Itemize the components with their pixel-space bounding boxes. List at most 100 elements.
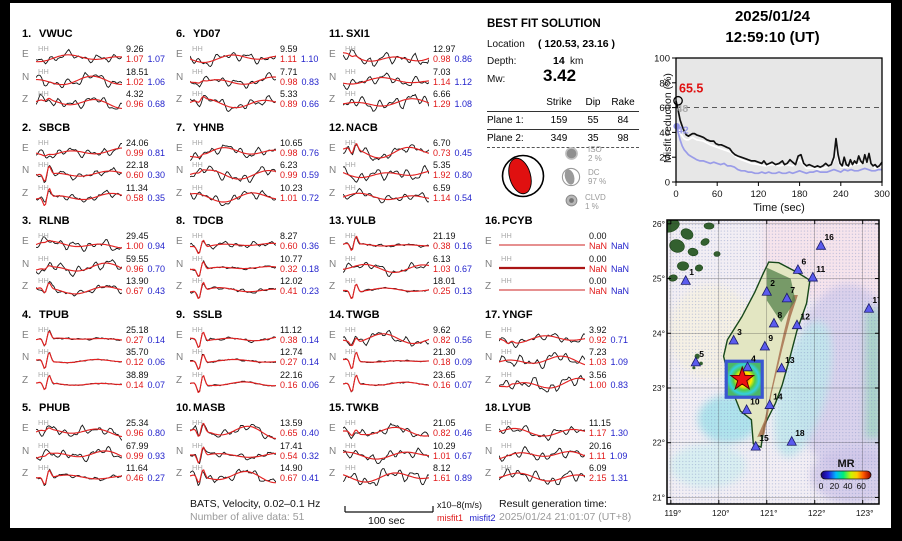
mw-label: Mw: — [487, 74, 506, 85]
svg-text:15: 15 — [759, 433, 769, 443]
amplitude-value: 0.00 — [589, 231, 607, 241]
y-tick-label: 100 — [654, 54, 670, 65]
channel-label: HH — [345, 160, 356, 169]
svg-text:16: 16 — [824, 232, 834, 242]
waveform-trace-plot: HH — [342, 254, 430, 277]
waveform-trace-plot: HH — [35, 67, 123, 90]
station-header: 8. TDCB — [176, 215, 224, 227]
component-label: N — [485, 352, 493, 363]
trace-row-e: E HH 21.05 0.82 0.46 — [327, 418, 479, 441]
waveform-trace-plot: HH — [342, 463, 430, 487]
waveform-trace-plot: HH — [342, 67, 430, 90]
trace-row-e: E HH 3.92 0.92 0.71 — [483, 324, 635, 348]
misfit-legend: misfit1 misfit2 — [437, 513, 496, 523]
channel-label: HH — [38, 89, 49, 98]
misfit2-value: 0.14 — [301, 334, 320, 345]
map-lon-label: 120° — [712, 508, 730, 518]
amplitude-value: 0.00 — [589, 276, 607, 286]
amplitude-value: 6.70 — [433, 137, 451, 148]
misfit2-value: 0.67 — [454, 263, 473, 274]
misfit1-value: 2.15 — [589, 473, 607, 483]
station-panel-phub: 5. PHUB E HH 25.34 0.96 0.80 N HH 67.99 0.99 0.93 Z H… — [20, 402, 172, 492]
misfit1-value: NaN — [589, 286, 608, 296]
trace-row-e: E HH 25.18 0.27 0.14 — [20, 325, 172, 348]
waveform-trace-plot: HH — [342, 441, 430, 464]
dc-label: DC 97 % — [588, 168, 607, 186]
waveform-svg — [342, 374, 430, 393]
channel-label: HH — [38, 44, 49, 53]
trace-row-n: N HH 10.29 1.01 0.67 — [327, 441, 479, 464]
channel-label: HH — [501, 324, 512, 334]
waveform-svg — [189, 445, 277, 464]
component-label: Z — [22, 281, 29, 292]
misfit1-value: 1.07 — [126, 54, 144, 64]
waveform-svg — [189, 331, 277, 348]
waveform-svg — [499, 266, 585, 269]
trace-row-e: E HH 29.45 1.00 0.94 — [20, 231, 172, 254]
footer-alive-data: Number of alive data: 51 — [190, 511, 305, 523]
station-header: 6. YD07 — [176, 28, 221, 40]
waveform-trace-plot: HH — [35, 183, 123, 206]
misfit1-value: NaN — [589, 263, 608, 274]
map-lat-label: 22° — [653, 438, 665, 448]
channel-label: HH — [192, 89, 203, 98]
waveform-trace-plot: HH — [189, 441, 277, 464]
waveform-trace-plot: HH — [35, 325, 123, 348]
misfit1-value: 0.96 — [126, 428, 144, 438]
amplitude-value: 21.05 — [433, 418, 456, 428]
waveform-trace-plot: HH — [498, 324, 586, 348]
misfit1-value: 1.17 — [589, 428, 607, 438]
trace-row-e: E HH 13.59 0.65 0.40 — [174, 418, 326, 441]
misfit1-value: 0.27 — [126, 334, 144, 345]
component-label: E — [329, 49, 336, 60]
trace-row-e: E HH 11.15 1.17 1.30 — [483, 418, 635, 442]
trace-row-n: N HH 6.13 1.03 0.67 — [327, 253, 479, 277]
amplitude-value: 38.89 — [126, 369, 149, 380]
misfit1-value: 0.16 — [433, 379, 451, 390]
component-label: N — [485, 445, 493, 457]
trace-row-n: N HH 7.03 1.14 1.12 — [327, 67, 479, 90]
misfit2-value: 0.35 — [147, 192, 166, 203]
svg-text:12: 12 — [800, 312, 810, 322]
channel-label: HH — [192, 137, 203, 147]
mw-value: 3.42 — [543, 66, 577, 85]
amplitude-value: 6.13 — [433, 253, 451, 264]
misfit2-value: 0.45 — [454, 147, 473, 158]
channel-label: HH — [345, 44, 356, 53]
trace-row-n: N HH 6.23 0.99 0.59 — [174, 160, 326, 184]
map-station-marker-13: 13 — [776, 355, 795, 373]
misfit1-value: 0.98 — [280, 76, 298, 87]
trace-row-z: Z HH 10.23 1.01 0.72 — [174, 183, 326, 206]
waveform-svg — [498, 425, 586, 442]
component-label: E — [176, 329, 183, 341]
channel-label: HH — [345, 137, 356, 147]
station-panel-yhnb: 7. YHNB E HH 10.65 0.98 0.76 N HH 6.23 0.99 0.59 Z HH… — [174, 122, 326, 212]
misfit2-value: 0.56 — [454, 334, 473, 345]
amplitude-value: 6.66 — [433, 89, 451, 99]
channel-label: HH — [192, 418, 203, 427]
misfit2-value: 0.30 — [147, 170, 166, 180]
amplitude-value: 18.51 — [126, 66, 149, 77]
component-label: E — [176, 142, 183, 154]
misfit1-value: 0.41 — [280, 286, 298, 296]
waveform-svg — [342, 71, 430, 90]
waveform-trace-plot: HH — [189, 276, 277, 300]
map-station-marker-4: 4 — [742, 354, 756, 372]
trace-row-z: Z HH 14.90 0.67 0.41 — [174, 463, 326, 487]
trace-row-n: N HH 7.71 0.98 0.83 — [174, 67, 326, 90]
trace-row-n: N HH 18.51 1.02 1.06 — [20, 66, 172, 90]
component-label: Z — [485, 281, 492, 292]
clvd-beachball-icon — [565, 194, 578, 207]
channel-label: HH — [345, 347, 356, 356]
amplitude-value: 3.92 — [589, 324, 607, 335]
waveform-trace-plot: HH — [342, 137, 430, 161]
trace-row-z: Z HH 11.34 0.58 0.35 — [20, 183, 172, 206]
waveform-svg — [498, 467, 586, 486]
waveform-svg — [189, 468, 277, 487]
misfit2-value: 0.86 — [454, 54, 473, 64]
component-label: E — [176, 236, 183, 247]
map-station-marker-18: 18 — [786, 428, 805, 446]
mr-colorbar-tick: 0 — [819, 481, 824, 491]
amplitude-value: 9.26 — [126, 44, 144, 54]
waveform-svg — [498, 374, 586, 393]
